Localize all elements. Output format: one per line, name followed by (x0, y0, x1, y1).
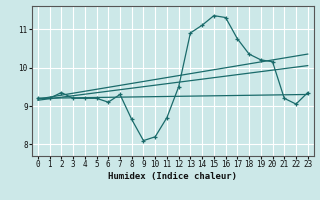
X-axis label: Humidex (Indice chaleur): Humidex (Indice chaleur) (108, 172, 237, 181)
